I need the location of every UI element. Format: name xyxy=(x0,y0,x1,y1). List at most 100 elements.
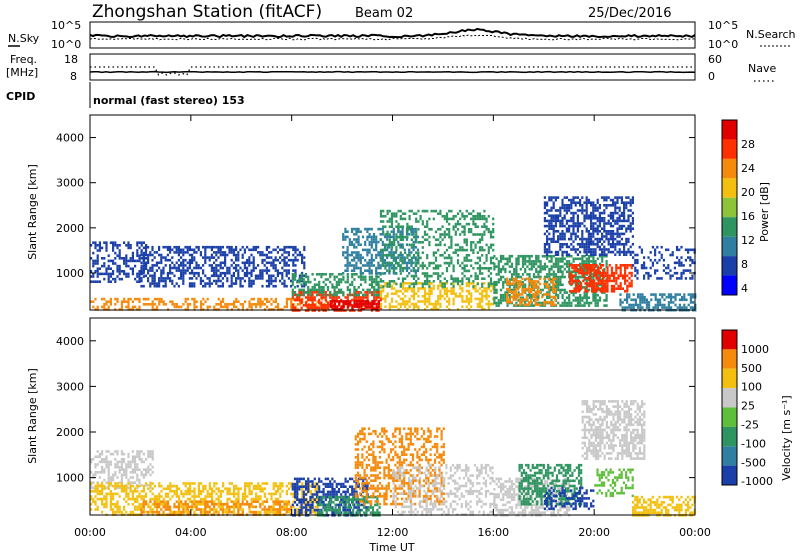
power-cell xyxy=(554,298,557,301)
power-cell xyxy=(156,305,159,309)
power-cell xyxy=(96,254,99,257)
power-cell xyxy=(434,256,438,260)
power-cell xyxy=(552,201,555,204)
power-cell xyxy=(105,249,108,252)
power-cell xyxy=(576,248,579,251)
power-cell xyxy=(456,228,460,231)
power-cell xyxy=(384,254,387,257)
power-cell xyxy=(202,284,205,288)
power-cell xyxy=(131,251,134,255)
velocity-cell xyxy=(149,468,152,471)
power-cell xyxy=(300,306,303,310)
velocity-cell xyxy=(142,473,145,477)
power-cell xyxy=(593,264,596,267)
power-cell xyxy=(230,264,233,267)
velocity-cell xyxy=(171,484,174,488)
power-cell xyxy=(506,257,509,261)
power-cell xyxy=(659,293,662,296)
power-cell xyxy=(459,217,462,221)
power-cell xyxy=(120,277,123,281)
power-cell xyxy=(441,254,444,257)
power-cell xyxy=(521,282,524,286)
power-cell xyxy=(489,233,493,236)
power-cell xyxy=(615,282,618,285)
power-cell xyxy=(561,201,564,204)
power-cell xyxy=(588,271,591,275)
velocity-cell xyxy=(169,510,172,514)
power-cell xyxy=(609,243,612,246)
power-cell xyxy=(481,305,484,308)
power-cell xyxy=(180,277,183,280)
power-cell xyxy=(395,235,398,239)
power-cell xyxy=(285,274,288,278)
power-cell xyxy=(173,305,176,309)
power-cell xyxy=(476,212,479,215)
power-cell xyxy=(443,256,446,260)
power-cell xyxy=(103,272,106,276)
velocity-cell xyxy=(120,478,123,482)
power-cell xyxy=(140,261,143,265)
power-cell xyxy=(585,245,588,249)
power-cell xyxy=(603,204,606,207)
power-cell xyxy=(636,271,639,275)
power-cell xyxy=(561,243,564,246)
power-cell xyxy=(598,217,601,220)
power-cell xyxy=(287,271,290,275)
power-cell xyxy=(404,235,407,239)
power-cell xyxy=(678,261,681,265)
power-cell xyxy=(404,267,407,270)
power-cell xyxy=(197,245,200,249)
power-cell xyxy=(177,245,180,249)
velocity-cell xyxy=(118,505,121,509)
power-cell xyxy=(226,253,229,257)
power-cell xyxy=(478,292,482,295)
velocity-cell xyxy=(94,473,97,477)
power-cell xyxy=(186,303,189,306)
cpid-label: CPID xyxy=(6,90,35,103)
power-cell xyxy=(439,284,442,288)
power-cell xyxy=(169,271,172,275)
power-cell xyxy=(366,227,369,231)
power-cell xyxy=(175,269,178,272)
power-cell xyxy=(612,217,615,220)
power-cell xyxy=(559,237,562,241)
power-cell xyxy=(219,300,222,303)
power-cell xyxy=(410,227,413,231)
power-cell xyxy=(257,300,260,303)
velocity-cell xyxy=(140,460,143,464)
power-cell xyxy=(125,257,128,260)
power-cell xyxy=(572,245,575,249)
power-cell xyxy=(252,261,255,265)
power-cell xyxy=(514,287,517,291)
power-cell xyxy=(625,230,628,233)
velocity-cell xyxy=(158,495,161,498)
power-cell xyxy=(605,222,608,225)
power-cell xyxy=(195,300,198,303)
velocity-cell xyxy=(162,497,165,501)
power-cell xyxy=(561,250,564,254)
power-cell xyxy=(232,274,235,278)
power-cell xyxy=(355,251,358,254)
power-cell xyxy=(439,282,442,285)
power-cell xyxy=(182,279,185,283)
power-cell xyxy=(629,250,632,254)
power-cell xyxy=(441,238,444,241)
power-cell xyxy=(346,266,349,270)
power-cell xyxy=(182,253,185,257)
power-cell xyxy=(669,274,672,278)
power-cell xyxy=(543,300,546,304)
power-cell xyxy=(636,258,639,262)
power-cell xyxy=(606,274,609,277)
power-cell xyxy=(178,305,181,309)
power-cell xyxy=(261,271,264,275)
power-cell xyxy=(565,260,569,263)
power-cell xyxy=(521,290,524,294)
power-cell xyxy=(248,282,251,285)
power-cell xyxy=(534,280,537,283)
power-cell xyxy=(421,246,424,249)
power-cell xyxy=(591,290,594,293)
power-cell xyxy=(661,295,664,299)
power-cell xyxy=(357,266,360,270)
power-cell xyxy=(461,261,464,265)
power-cell xyxy=(616,217,619,220)
